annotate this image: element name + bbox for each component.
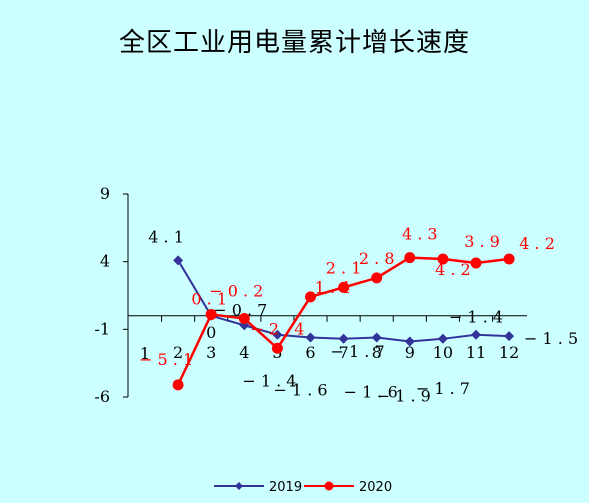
series-2020-data-label: − 2 . 4 <box>250 319 304 338</box>
x-tick-label: 12 <box>499 343 519 362</box>
series-2020-point <box>371 272 383 284</box>
x-tick-label: 6 <box>305 343 315 362</box>
series-2020-data-label: − 5 . 1 <box>139 350 193 369</box>
series-2020-point <box>470 257 482 269</box>
series-2020-point <box>271 342 283 354</box>
series-2019-point <box>173 255 184 266</box>
series-2019-data-label: − 1 . 7 <box>416 379 470 398</box>
series-2019-data-label: − 1 . 7 <box>331 342 385 361</box>
x-tick-label: 8 <box>372 343 382 362</box>
series-2020-point <box>205 308 217 320</box>
series-2019-point <box>437 333 448 344</box>
series-2019-data-label: − 1 . 5 <box>524 329 578 348</box>
x-tick-label: 10 <box>433 343 453 362</box>
y-tick-label: -6 <box>94 387 110 406</box>
series-2019-data-label: 4 . 1 <box>148 227 184 246</box>
series-2019-data-label: − 1 . 9 <box>377 387 431 406</box>
x-tick-label: 1 <box>140 344 150 363</box>
series-2020-point <box>238 313 250 325</box>
series-2019-data-label: − 1 . 4 <box>449 308 503 327</box>
legend-2020-label: 2020 <box>359 480 392 495</box>
x-tick-label: 4 <box>239 343 249 362</box>
series-2020-data-label: − 0 . 2 <box>209 282 263 301</box>
series-2019-point <box>305 332 316 343</box>
series-2019-data-label: − 1 . 6 <box>344 382 398 401</box>
legend-2020-marker <box>324 481 334 491</box>
series-2020-data-label: 4 . 2 <box>519 234 555 253</box>
series-2020-point <box>172 379 184 391</box>
series-2019-data-label: − 1 . 6 <box>273 380 327 399</box>
chart-title: 全区工业用电量累计增长速度 <box>118 28 470 58</box>
series-2020-point <box>305 291 316 303</box>
series-2019-point <box>338 333 349 344</box>
x-tick-label: 2 <box>173 343 183 362</box>
x-tick-label: 9 <box>405 343 415 362</box>
series-2020-data-label: 3 . 9 <box>464 232 500 251</box>
series-2019-point <box>504 331 515 342</box>
series-2020-data-label: 4 . 3 <box>402 225 438 244</box>
series-2019-point <box>471 329 481 340</box>
series-2019-data-label: − 0 . 7 <box>213 300 267 319</box>
series-2020-data-label: 4 . 2 <box>435 260 471 279</box>
series-2019-point <box>371 332 382 343</box>
series-2020-data-label: 2 . 8 <box>359 249 395 268</box>
legend-2019-label: 2019 <box>269 480 302 495</box>
series-2020-point <box>437 253 449 265</box>
series-2020-point <box>503 253 515 265</box>
series-2019-data-label: − 1 . 4 <box>242 372 296 391</box>
x-tick-label: 3 <box>206 343 216 362</box>
y-tick-label: -1 <box>94 319 110 338</box>
series-2020-data-label: 1 . 4 <box>315 278 351 297</box>
y-tick-label: 4 <box>100 252 110 271</box>
series-2019-point <box>272 329 283 340</box>
series-2020-point <box>404 252 416 264</box>
x-tick-label: 11 <box>466 343 486 362</box>
series-2020-data-label: 2 . 1 <box>326 258 362 277</box>
series-2020-point <box>338 281 350 293</box>
y-tick-label: 9 <box>100 184 110 203</box>
x-tick-label: 7 <box>339 343 349 362</box>
legend-2019-marker <box>235 482 243 490</box>
series-2020-data-label: 0 . 1 <box>191 289 227 308</box>
series-2019-point <box>404 336 415 347</box>
series-2019-data-label: 0 <box>206 323 216 342</box>
